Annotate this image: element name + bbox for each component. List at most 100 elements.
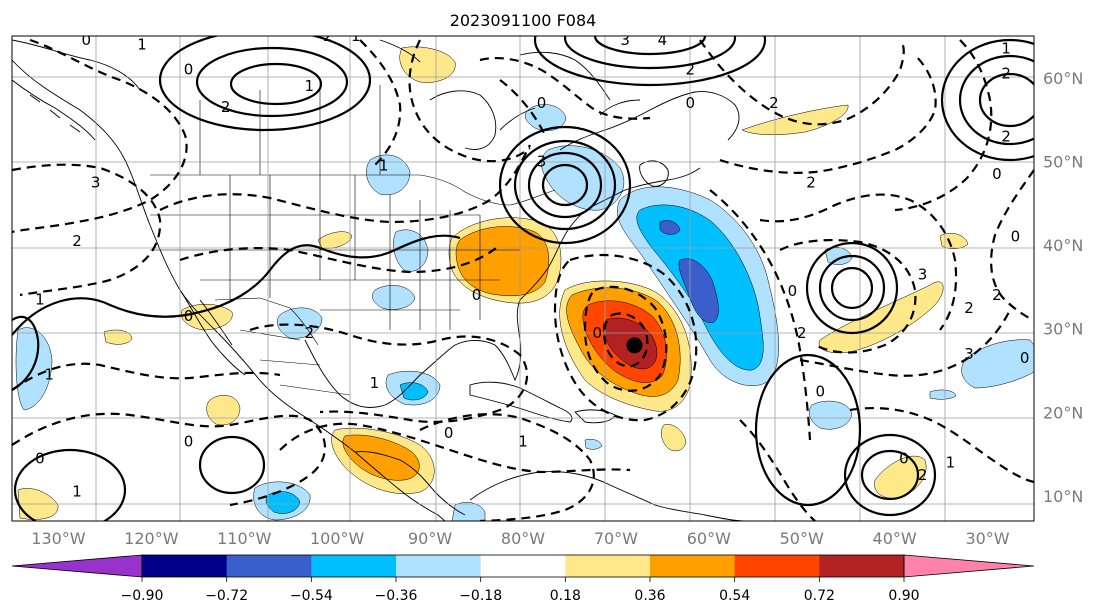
contour-label: 1 xyxy=(305,77,315,95)
colorbar-segment xyxy=(650,555,736,577)
contour-label: 2 xyxy=(918,466,928,484)
coast-baja-california xyxy=(179,289,246,376)
contour-label: 2 xyxy=(221,98,231,116)
contour-se-high-1 xyxy=(843,433,937,517)
contour-neg-atl-2 xyxy=(719,54,937,174)
contour-label: 3 xyxy=(620,31,630,49)
contour-label: 0 xyxy=(992,165,1002,183)
contour-label: 1 xyxy=(351,27,361,45)
contour-label: 2 xyxy=(305,324,315,342)
coast-south-america xyxy=(469,471,746,521)
longitude-label: 120°W xyxy=(124,529,179,548)
colorbar-extend-low xyxy=(11,554,143,578)
canada-province-lines xyxy=(199,80,381,175)
contour-label: 2 xyxy=(1001,65,1011,83)
contour-nw-high-3 xyxy=(229,62,323,106)
colorbar-tick-label: 0.90 xyxy=(888,588,919,604)
small-negative-cyan-6 xyxy=(399,382,429,401)
contour-top-high-2 xyxy=(563,36,737,70)
coast-gulf-of-mexico xyxy=(304,299,522,408)
contour-neg-atl-1 xyxy=(699,39,905,126)
contour-neg-caribbean xyxy=(419,413,595,521)
contour-top-high-3 xyxy=(593,36,707,56)
colorbar-segment xyxy=(142,555,228,577)
small-positive-11 xyxy=(661,424,687,452)
colorbar-segment xyxy=(480,555,566,577)
contour-nw-high-2 xyxy=(195,46,349,118)
contour-top-high-1 xyxy=(533,36,767,87)
contour-label: 0 xyxy=(593,324,603,342)
contour-label: 1 xyxy=(137,35,147,53)
colorbar-tick-label: −0.36 xyxy=(375,588,418,604)
colorbar-segment xyxy=(734,555,820,577)
contour-label: 0 xyxy=(444,424,454,442)
contour-label: 2 xyxy=(1001,127,1011,145)
longitude-label: 60°W xyxy=(687,529,731,548)
contour-pacific-1 xyxy=(12,315,40,391)
small-negative-8 xyxy=(15,327,53,411)
contour-label: 3 xyxy=(918,265,928,283)
contour-us-zero xyxy=(12,234,461,336)
longitude-label: 90°W xyxy=(408,529,452,548)
contour-neg-canada xyxy=(479,57,651,120)
colorbar-segment xyxy=(226,555,312,577)
contour-atl-high-1 xyxy=(805,241,899,335)
contour-atl-high-3 xyxy=(830,266,874,310)
contour-neg-pacific-3 xyxy=(12,362,281,391)
contour-label: 0 xyxy=(184,60,194,78)
contour-label: 1 xyxy=(72,483,82,501)
contour-se-high-2 xyxy=(860,449,920,501)
contour-label: 2 xyxy=(769,94,779,112)
coast-us-east xyxy=(519,167,701,301)
longitude-label: 80°W xyxy=(501,529,545,548)
map-frame xyxy=(11,35,1035,522)
small-negative-cyan-7 xyxy=(265,491,301,514)
contour-pacific-zero-2 xyxy=(198,435,266,495)
us-state-lines-1 xyxy=(229,175,481,330)
longitude-label: 50°W xyxy=(780,529,824,548)
contour-label: 1 xyxy=(379,157,389,175)
map-title: 2023091100 F084 xyxy=(450,11,597,30)
contour-neg-atl-8 xyxy=(990,169,1034,322)
small-negative-11 xyxy=(451,502,486,521)
contour-label: 2 xyxy=(323,27,333,45)
contour-ne-low-1 xyxy=(498,125,632,245)
small-negative-9 xyxy=(809,400,853,430)
contour-ne-low-3 xyxy=(527,151,603,219)
contour-neg-us-3 xyxy=(408,39,531,163)
contour-label: 0 xyxy=(184,433,194,451)
longitude-label: 30°W xyxy=(965,529,1009,548)
contour-label: 4 xyxy=(658,31,668,49)
contour-neg-us-2 xyxy=(179,244,501,274)
contour-label: 1 xyxy=(1001,40,1011,58)
contour-label: 0 xyxy=(184,307,194,325)
longitude-label: 130°W xyxy=(31,529,86,548)
longitude-label: 70°W xyxy=(594,529,638,548)
colorbar-frame xyxy=(141,554,905,578)
colorbar-segment xyxy=(819,555,905,577)
contour-label: 0 xyxy=(82,31,92,49)
coast-alaska-islands xyxy=(12,79,96,141)
colorbar-tick-label: 0.18 xyxy=(550,588,581,604)
us-mexico-border xyxy=(214,297,319,346)
contours xyxy=(12,36,1034,521)
contour-pacific-zero xyxy=(13,448,127,521)
colorbar-tick-label: 0.54 xyxy=(719,588,750,604)
contour-neg-ne-1 xyxy=(499,79,546,136)
contour-ne-high-2 xyxy=(958,54,1034,146)
negative-anomaly-blue xyxy=(678,258,719,324)
latitude-label: 40°N xyxy=(1043,236,1083,255)
contour-label: 2 xyxy=(806,173,816,191)
colorbar-segment xyxy=(565,555,651,577)
small-negative-4 xyxy=(372,285,416,310)
contour-label: 2 xyxy=(964,299,974,317)
contour-label: 1 xyxy=(370,374,380,392)
latitude-label: 20°N xyxy=(1043,403,1083,422)
contour-label: 0 xyxy=(1011,228,1021,246)
small-negative-10 xyxy=(961,339,1034,389)
longitude-labels: 130°W 120°W 110°W 100°W 90°W 80°W 70°W 60°W 50°W… xyxy=(31,529,1010,548)
contour-label: 2 xyxy=(797,324,807,342)
contour-label: 0 xyxy=(35,449,45,467)
contour-neg-pacific-1 xyxy=(12,38,188,234)
mexico-state-lines xyxy=(239,329,351,396)
